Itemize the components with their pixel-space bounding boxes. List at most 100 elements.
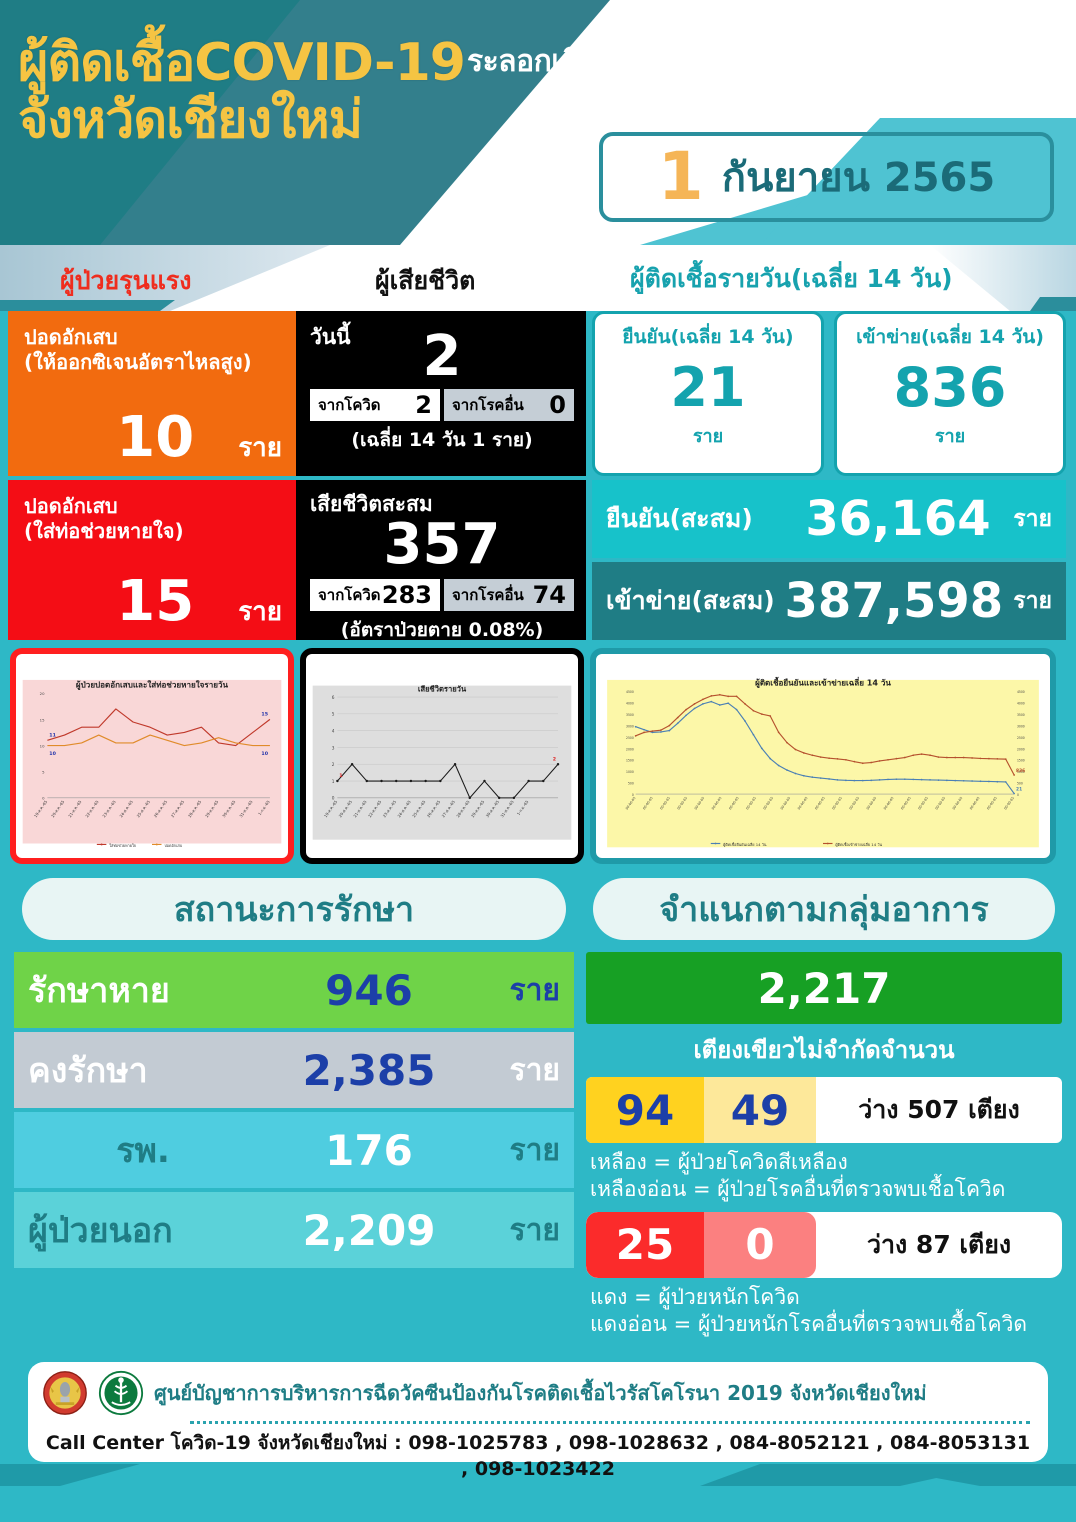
pneumonia-tube-unit: ราย	[238, 597, 282, 627]
yellow-secondary-count: 49	[704, 1077, 816, 1143]
symptom-groups-panel: จำแนกตามกลุ่มอาการ 2,217 เตียงเขียวไม่จำ…	[586, 878, 1062, 1346]
svg-text:500: 500	[1017, 782, 1023, 786]
red-legend: แดง = ผู้ป่วยหนักโควิด แดงอ่อน = ผู้ป่วย…	[586, 1278, 1062, 1347]
probable-cum-unit: ราย	[1013, 588, 1052, 614]
chart-row: ผู้ป่วยปอดอักเสบและใส่ท่อช่วยหายใจรายวัน…	[0, 640, 1076, 864]
svg-text:0: 0	[1017, 793, 1019, 797]
svg-text:0: 0	[42, 796, 45, 801]
svg-text:3000: 3000	[626, 724, 634, 728]
footer-divider	[190, 1421, 1030, 1425]
confirmed-avg-value: 21	[670, 356, 746, 419]
section-label-row: ผู้ป่วยรุนแรง ผู้เสียชีวิต ผู้ติดเชื้อรา…	[0, 245, 1076, 311]
svg-text:20: 20	[40, 691, 45, 696]
svg-text:00-00-65: 00-00-65	[848, 796, 860, 810]
chart-infections-avg14: ผู้ติดเชื้อยืนยันและเข้าข่ายเฉลี่ย 14 วั…	[607, 659, 1039, 853]
svg-text:500: 500	[628, 782, 634, 786]
treatment-ongoing-label: คงรักษา	[28, 1051, 148, 1091]
svg-text:1000: 1000	[1017, 770, 1025, 774]
probable-avg-title: เข้าข่าย(เฉลี่ย 14 วัน)	[856, 326, 1044, 348]
deaths-cum-from-other: จากโรคอื่น 74	[444, 579, 574, 611]
svg-text:0: 0	[632, 793, 634, 797]
deaths-cum-footnote: (อัตราป่วยตาย 0.08%)	[340, 619, 544, 641]
yellow-legend-line2: เหลืองอ่อน = ผู้ป่วยโรคอื่นที่ตรวจพบเชื้…	[590, 1177, 1006, 1202]
label-row-background	[0, 245, 1076, 311]
svg-text:21: 21	[1016, 787, 1022, 793]
svg-text:3: 3	[332, 745, 335, 751]
svg-text:0: 0	[332, 796, 335, 802]
svg-text:เสียชีวิตรายวัน: เสียชีวิตรายวัน	[418, 684, 467, 693]
deaths-today-footnote: (เฉลี่ย 14 วัน 1 ราย)	[351, 429, 533, 452]
treatment-recovered-value: 946	[325, 965, 413, 1015]
pneumonia-hfno-subtitle: (ให้ออกซิเจนอัตราไหลสูง)	[24, 350, 252, 374]
svg-text:11: 11	[49, 733, 56, 739]
svg-text:2: 2	[553, 756, 556, 762]
ministry-of-public-health-emblem-icon	[98, 1371, 144, 1416]
svg-text:2500: 2500	[626, 736, 634, 740]
daily-column: ยืนยัน(เฉลี่ย 14 วัน) 21 ราย เข้าข่าย(เฉ…	[592, 311, 1066, 640]
svg-text:4500: 4500	[1017, 690, 1025, 694]
confirmed-cum-value: 36,164	[805, 491, 991, 547]
svg-text:ใส่ท่อช่วยหายใจ: ใส่ท่อช่วยหายใจ	[109, 843, 136, 848]
confirmed-cum-label: ยืนยัน(สะสม)	[606, 504, 753, 533]
treatment-row-ongoing: คงรักษา 2,385 ราย	[14, 1032, 574, 1108]
card-pneumonia-hfno: ปอดอักเสบ (ให้ออกซิเจนอัตราไหลสูง) 10 รา…	[8, 311, 296, 476]
svg-text:15: 15	[261, 712, 268, 718]
yellow-bed-row: 94 49 ว่าง 507 เตียง	[586, 1077, 1062, 1143]
red-bed-row: 25 0 ว่าง 87 เตียง	[586, 1211, 1062, 1278]
probable-cum-value: 387,598	[784, 573, 1004, 629]
svg-text:1: 1	[339, 773, 342, 779]
symptom-groups-title: จำแนกตามกลุ่มอาการ	[593, 878, 1055, 940]
treatment-ongoing-value: 2,385	[302, 1045, 436, 1095]
pneumonia-tube-value: 15	[116, 569, 195, 634]
svg-text:00-00-65: 00-00-65	[934, 796, 946, 810]
deaths-today-from-other-label: จากโรคอื่น	[452, 396, 524, 415]
svg-text:00-00-65: 00-00-65	[814, 796, 826, 810]
chart-pneumonia-daily: ผู้ป่วยปอดอักเสบและใส่ท่อช่วยหายใจรายวัน…	[22, 659, 282, 853]
card-confirmed-avg: ยืนยัน(เฉลี่ย 14 วัน) 21 ราย	[592, 311, 824, 476]
deaths-cum-from-other-value: 74	[532, 581, 566, 609]
deaths-today-label: วันนี้	[310, 325, 351, 349]
svg-text:00-00-65: 00-00-65	[986, 796, 998, 810]
yellow-free-beds: ว่าง 507 เตียง	[858, 1095, 1020, 1124]
green-bed-count: 2,217	[586, 952, 1062, 1024]
footer-organization: ศูนย์บัญชาการบริหารการฉีดวัคซีนป้องกันโร…	[154, 1381, 927, 1406]
deaths-cum-from-covid: จากโควิด 283	[310, 579, 440, 611]
svg-text:ปอดอักเสบ: ปอดอักเสบ	[164, 843, 182, 848]
confirmed-avg-title: ยืนยัน(เฉลี่ย 14 วัน)	[622, 326, 794, 348]
report-date-day: 1	[657, 138, 704, 215]
treatment-status-panel: สถานะการรักษา รักษาหาย 946 ราย คงรักษา 2…	[14, 878, 574, 1346]
treatment-ongoing-unit: ราย	[509, 1052, 560, 1088]
report-date-box: 1 กันยายน 2565	[599, 132, 1054, 222]
page-title-province: จังหวัดเชียงใหม่	[18, 89, 363, 150]
svg-text:2000: 2000	[1017, 747, 1025, 751]
chart-deaths-frame: เสียชีวิตรายวัน 0 1 2 3 4 5 6 1 2 19-ส.ค.-65 20-ส.ค…	[300, 648, 584, 864]
deaths-cum-from-other-label: จากโรคอื่น	[452, 586, 524, 604]
red-primary-count: 25	[586, 1211, 704, 1278]
pneumonia-hfno-unit: ราย	[238, 433, 282, 463]
confirmed-avg-unit: ราย	[692, 425, 724, 447]
label-daily-infections: ผู้ติดเชื้อรายวัน(เฉลี่ย 14 วัน)	[630, 264, 953, 293]
red-secondary-count: 0	[704, 1211, 816, 1278]
treatment-row-recovered: รักษาหาย 946 ราย	[14, 952, 574, 1028]
svg-text:15: 15	[40, 717, 45, 722]
deaths-column: วันนี้ 2 จากโควิด 2 จากโรคอื่น 0 (เฉลี่ย…	[296, 311, 586, 641]
svg-text:1500: 1500	[626, 759, 634, 763]
treatment-outpatient-label: ผู้ป่วยนอก	[28, 1211, 173, 1251]
yellow-legend-line1: เหลือง = ผู้ป่วยโควิดสีเหลือง	[590, 1150, 848, 1174]
svg-text:00-00-65: 00-00-65	[831, 796, 843, 810]
svg-text:00-00-65: 00-00-65	[694, 796, 706, 810]
svg-text:ผู้ป่วยปอดอักเสบและใส่ท่อช่วยห: ผู้ป่วยปอดอักเสบและใส่ท่อช่วยหายใจรายวัน	[76, 680, 229, 691]
red-legend-line2: แดงอ่อน = ผู้ป่วยหนักโรคอื่นที่ตรวจพบเชื…	[590, 1311, 1028, 1336]
svg-text:4000: 4000	[626, 702, 634, 706]
stat-grid: ปอดอักเสบ (ให้ออกซิเจนอัตราไหลสูง) 10 รา…	[0, 311, 1076, 641]
header-background-shapes	[0, 0, 1076, 245]
svg-text:2: 2	[332, 762, 335, 768]
svg-text:00-00-65: 00-00-65	[1003, 796, 1015, 810]
treatment-hospital-label: รพ.	[116, 1131, 170, 1171]
deaths-today-from-other: จากโรคอื่น 0	[444, 389, 574, 422]
svg-text:5: 5	[332, 712, 335, 718]
svg-text:00-00-65: 00-00-65	[728, 796, 740, 810]
deaths-cum-from-covid-value: 283	[381, 581, 432, 609]
svg-text:00-00-65: 00-00-65	[883, 796, 895, 810]
